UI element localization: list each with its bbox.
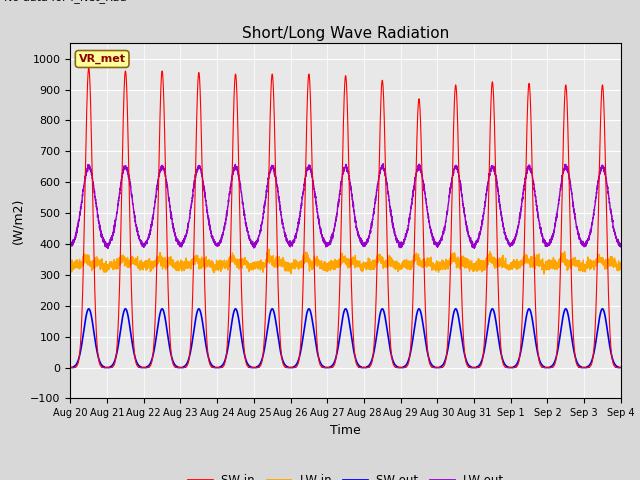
SW out: [616, 365, 624, 371]
Y-axis label: (W/m2): (W/m2): [12, 198, 25, 244]
LW out: [67, 242, 74, 248]
SW in: [469, 365, 477, 371]
Title: Short/Long Wave Radiation: Short/Long Wave Radiation: [242, 25, 449, 41]
Text: VR_met: VR_met: [79, 54, 125, 64]
SW out: [438, 362, 446, 368]
SW in: [85, 65, 93, 71]
LW out: [500, 230, 508, 236]
LW out: [616, 241, 624, 247]
SW out: [469, 365, 477, 371]
LW out: [325, 242, 333, 248]
SW in: [500, 363, 508, 369]
LW in: [265, 246, 273, 252]
LW in: [67, 259, 74, 265]
SW out: [166, 343, 173, 349]
LW in: [500, 258, 508, 264]
SW out: [500, 360, 508, 366]
SW in: [166, 324, 173, 329]
Line: SW in: SW in: [70, 68, 621, 368]
LW in: [617, 262, 625, 268]
SW in: [325, 365, 333, 371]
LW in: [469, 268, 477, 274]
LW in: [438, 264, 446, 269]
LW out: [469, 242, 477, 248]
LW in: [616, 261, 624, 267]
Line: SW out: SW out: [70, 309, 621, 368]
Line: LW in: LW in: [70, 249, 621, 274]
LW out: [439, 231, 447, 237]
SW in: [438, 365, 446, 371]
SW in: [616, 365, 624, 371]
LW in: [325, 262, 333, 268]
LW out: [617, 242, 625, 248]
Line: LW out: LW out: [70, 164, 621, 249]
LW out: [380, 161, 387, 167]
SW out: [85, 306, 93, 312]
LW out: [104, 246, 112, 252]
LW in: [540, 271, 548, 277]
LW in: [166, 257, 173, 263]
SW out: [67, 365, 74, 371]
SW out: [325, 365, 333, 371]
Text: No data for f_Net_Rad: No data for f_Net_Rad: [4, 0, 127, 3]
Legend: SW in, LW in, SW out, LW out: SW in, LW in, SW out, LW out: [183, 469, 508, 480]
SW in: [67, 365, 74, 371]
X-axis label: Time: Time: [330, 424, 361, 437]
SW out: [617, 365, 625, 371]
LW out: [166, 199, 173, 204]
SW in: [617, 365, 625, 371]
